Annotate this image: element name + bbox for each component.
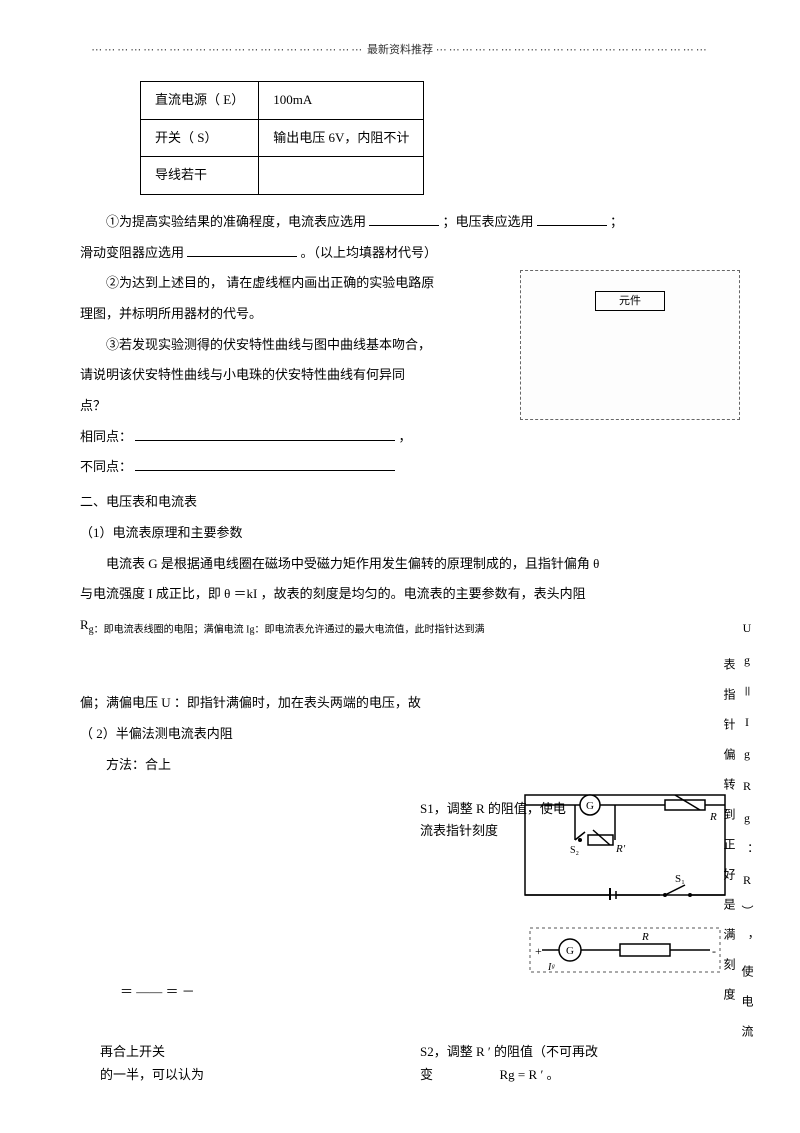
spec-table: 直流电源（ E） 100mA 开关（ S） 输出电压 6V，内阻不计 导线若干: [140, 81, 424, 195]
sec2-p3a: R: [80, 617, 89, 632]
header-dots-left: ⋯⋯⋯⋯⋯⋯⋯⋯⋯⋯⋯⋯⋯⋯⋯⋯⋯⋯⋯⋯⋯: [91, 44, 364, 56]
bottom-left-text: 再合上开关 的一半，可以认为: [100, 1040, 204, 1087]
svg-text:R: R: [641, 931, 649, 943]
question-2-line1: ②为达到上述目的， 请在虚线框内画出正确的实验电路原: [80, 271, 460, 296]
svg-text:Iᵍ: Iᵍ: [547, 962, 555, 973]
bottom-right-text: S2，调整 R ′ 的阻值（不可再改 变 Rg = R ′ 。: [420, 1040, 598, 1087]
circuit-diagram-2: + G R - Iᵍ: [520, 920, 730, 980]
blank: [369, 213, 439, 226]
q1-mid1: ；电压表应选用: [443, 214, 534, 229]
cell: [259, 157, 424, 195]
sec2-p3: Rg：即电流表线圈的电阻；满偏电流 Ig：即电流表允许通过的最大电流值，此时指针…: [80, 613, 720, 640]
method-label: 方法：合上: [106, 757, 171, 772]
svg-text:+: +: [535, 944, 542, 958]
question-1-line2: 滑动变阻器应选用 。（以上均填器材代号）: [80, 241, 720, 266]
component-box: 元件: [595, 291, 665, 311]
section-2-sub1: （1）电流表原理和主要参数: [80, 521, 720, 546]
same-label: 相同点：: [80, 429, 132, 444]
header-dots-right: ⋯⋯⋯⋯⋯⋯⋯⋯⋯⋯⋯⋯⋯⋯⋯⋯⋯⋯⋯⋯⋯: [436, 44, 709, 56]
svg-text:G: G: [566, 945, 574, 957]
blank: [135, 458, 395, 471]
svg-text:R: R: [709, 811, 717, 823]
diff-point-row: 不同点：: [80, 455, 720, 480]
blank: [135, 428, 395, 441]
question-3-line2: 请说明该伏安特性曲线与小电珠的伏安特性曲线有何异同: [80, 363, 460, 388]
cell: 输出电压 6V，内阻不计: [259, 119, 424, 157]
circuit-diagram-1: G R S₂ R′ S₁: [520, 790, 730, 900]
cell: 导线若干: [141, 157, 259, 195]
question-1-line1: ①为提高实验结果的准确程度，电流表应选用 ；电压表应选用 ；: [80, 210, 720, 235]
page-header: ⋯⋯⋯⋯⋯⋯⋯⋯⋯⋯⋯⋯⋯⋯⋯⋯⋯⋯⋯⋯⋯ 最新资料推荐 ⋯⋯⋯⋯⋯⋯⋯⋯⋯⋯⋯…: [80, 40, 720, 61]
cell: 100mA: [259, 81, 424, 119]
cell: 开关（ S）: [141, 119, 259, 157]
s2b: 变: [420, 1067, 433, 1082]
eq-fragment: ＝ —— ＝ －: [120, 980, 195, 1005]
header-title: 最新资料推荐: [367, 44, 433, 56]
circuit-draw-box: 元件: [520, 270, 740, 420]
sec2-p3b: g：即电流表线圈的电阻；满偏电流 I: [89, 624, 250, 635]
table-row: 导线若干: [141, 157, 424, 195]
sec2-p2: 与电流强度 I 成正比，即 θ ＝kI ，故表的刻度是均匀的。电流表的主要参数有…: [80, 582, 720, 607]
s2a: S2，调整 R ′ 的阻值（不可再改: [420, 1040, 598, 1063]
q1-line2b: 。（以上均填器材代号）: [301, 245, 438, 260]
table-row: 直流电源（ E） 100mA: [141, 81, 424, 119]
sec2-p1: 电流表 G 是根据通电线圈在磁场中受磁力矩作用发生偏转的原理制成的，且指针偏角 …: [80, 552, 720, 577]
same-point-row: 相同点： ，: [80, 425, 720, 450]
s2c: Rg = R ′ 。: [500, 1067, 560, 1082]
q1-prefix: ①为提高实验结果的准确程度，电流表应选用: [106, 214, 366, 229]
table-row: 开关（ S） 输出电压 6V，内阻不计: [141, 119, 424, 157]
svg-text:R′: R′: [615, 843, 626, 855]
question-2-line2: 理图，并标明所用器材的代号。: [80, 302, 460, 327]
q1-line2a: 滑动变阻器应选用: [80, 245, 184, 260]
section-2-title: 二、电压表和电流表: [80, 490, 720, 515]
svg-text:G: G: [586, 800, 594, 812]
eq-left: ＝ —— ＝ －: [120, 984, 195, 999]
cell: 直流电源（ E）: [141, 81, 259, 119]
sec2-p3c: g：即电流表允许通过的最大电流值，此时指针达到满: [250, 624, 485, 635]
svg-text:S₁: S₁: [675, 873, 685, 885]
section-2-sub2: （ 2）半偏法测电流表内阻: [80, 722, 720, 747]
method-line: 方法：合上: [80, 753, 380, 778]
sec2-p4: 偏；满偏电压 U ：即指针满偏时，加在表头两端的电压，故: [80, 691, 720, 716]
svg-text:S₂: S₂: [570, 845, 579, 856]
s1b: 流表指针刻度: [420, 823, 498, 838]
question-3-line1: ③若发现实验测得的伏安特性曲线与图中曲线基本吻合，: [80, 333, 460, 358]
svg-text:-: -: [712, 944, 716, 958]
blank: [187, 244, 297, 257]
diff-label: 不同点：: [80, 459, 132, 474]
question-3-line3: 点？: [80, 394, 460, 419]
q1-mid2: ；: [610, 214, 623, 229]
rejoin-2: 的一半，可以认为: [100, 1063, 204, 1086]
comma: ，: [399, 429, 412, 444]
rejoin-1: 再合上开关: [100, 1040, 204, 1063]
blank: [537, 213, 607, 226]
